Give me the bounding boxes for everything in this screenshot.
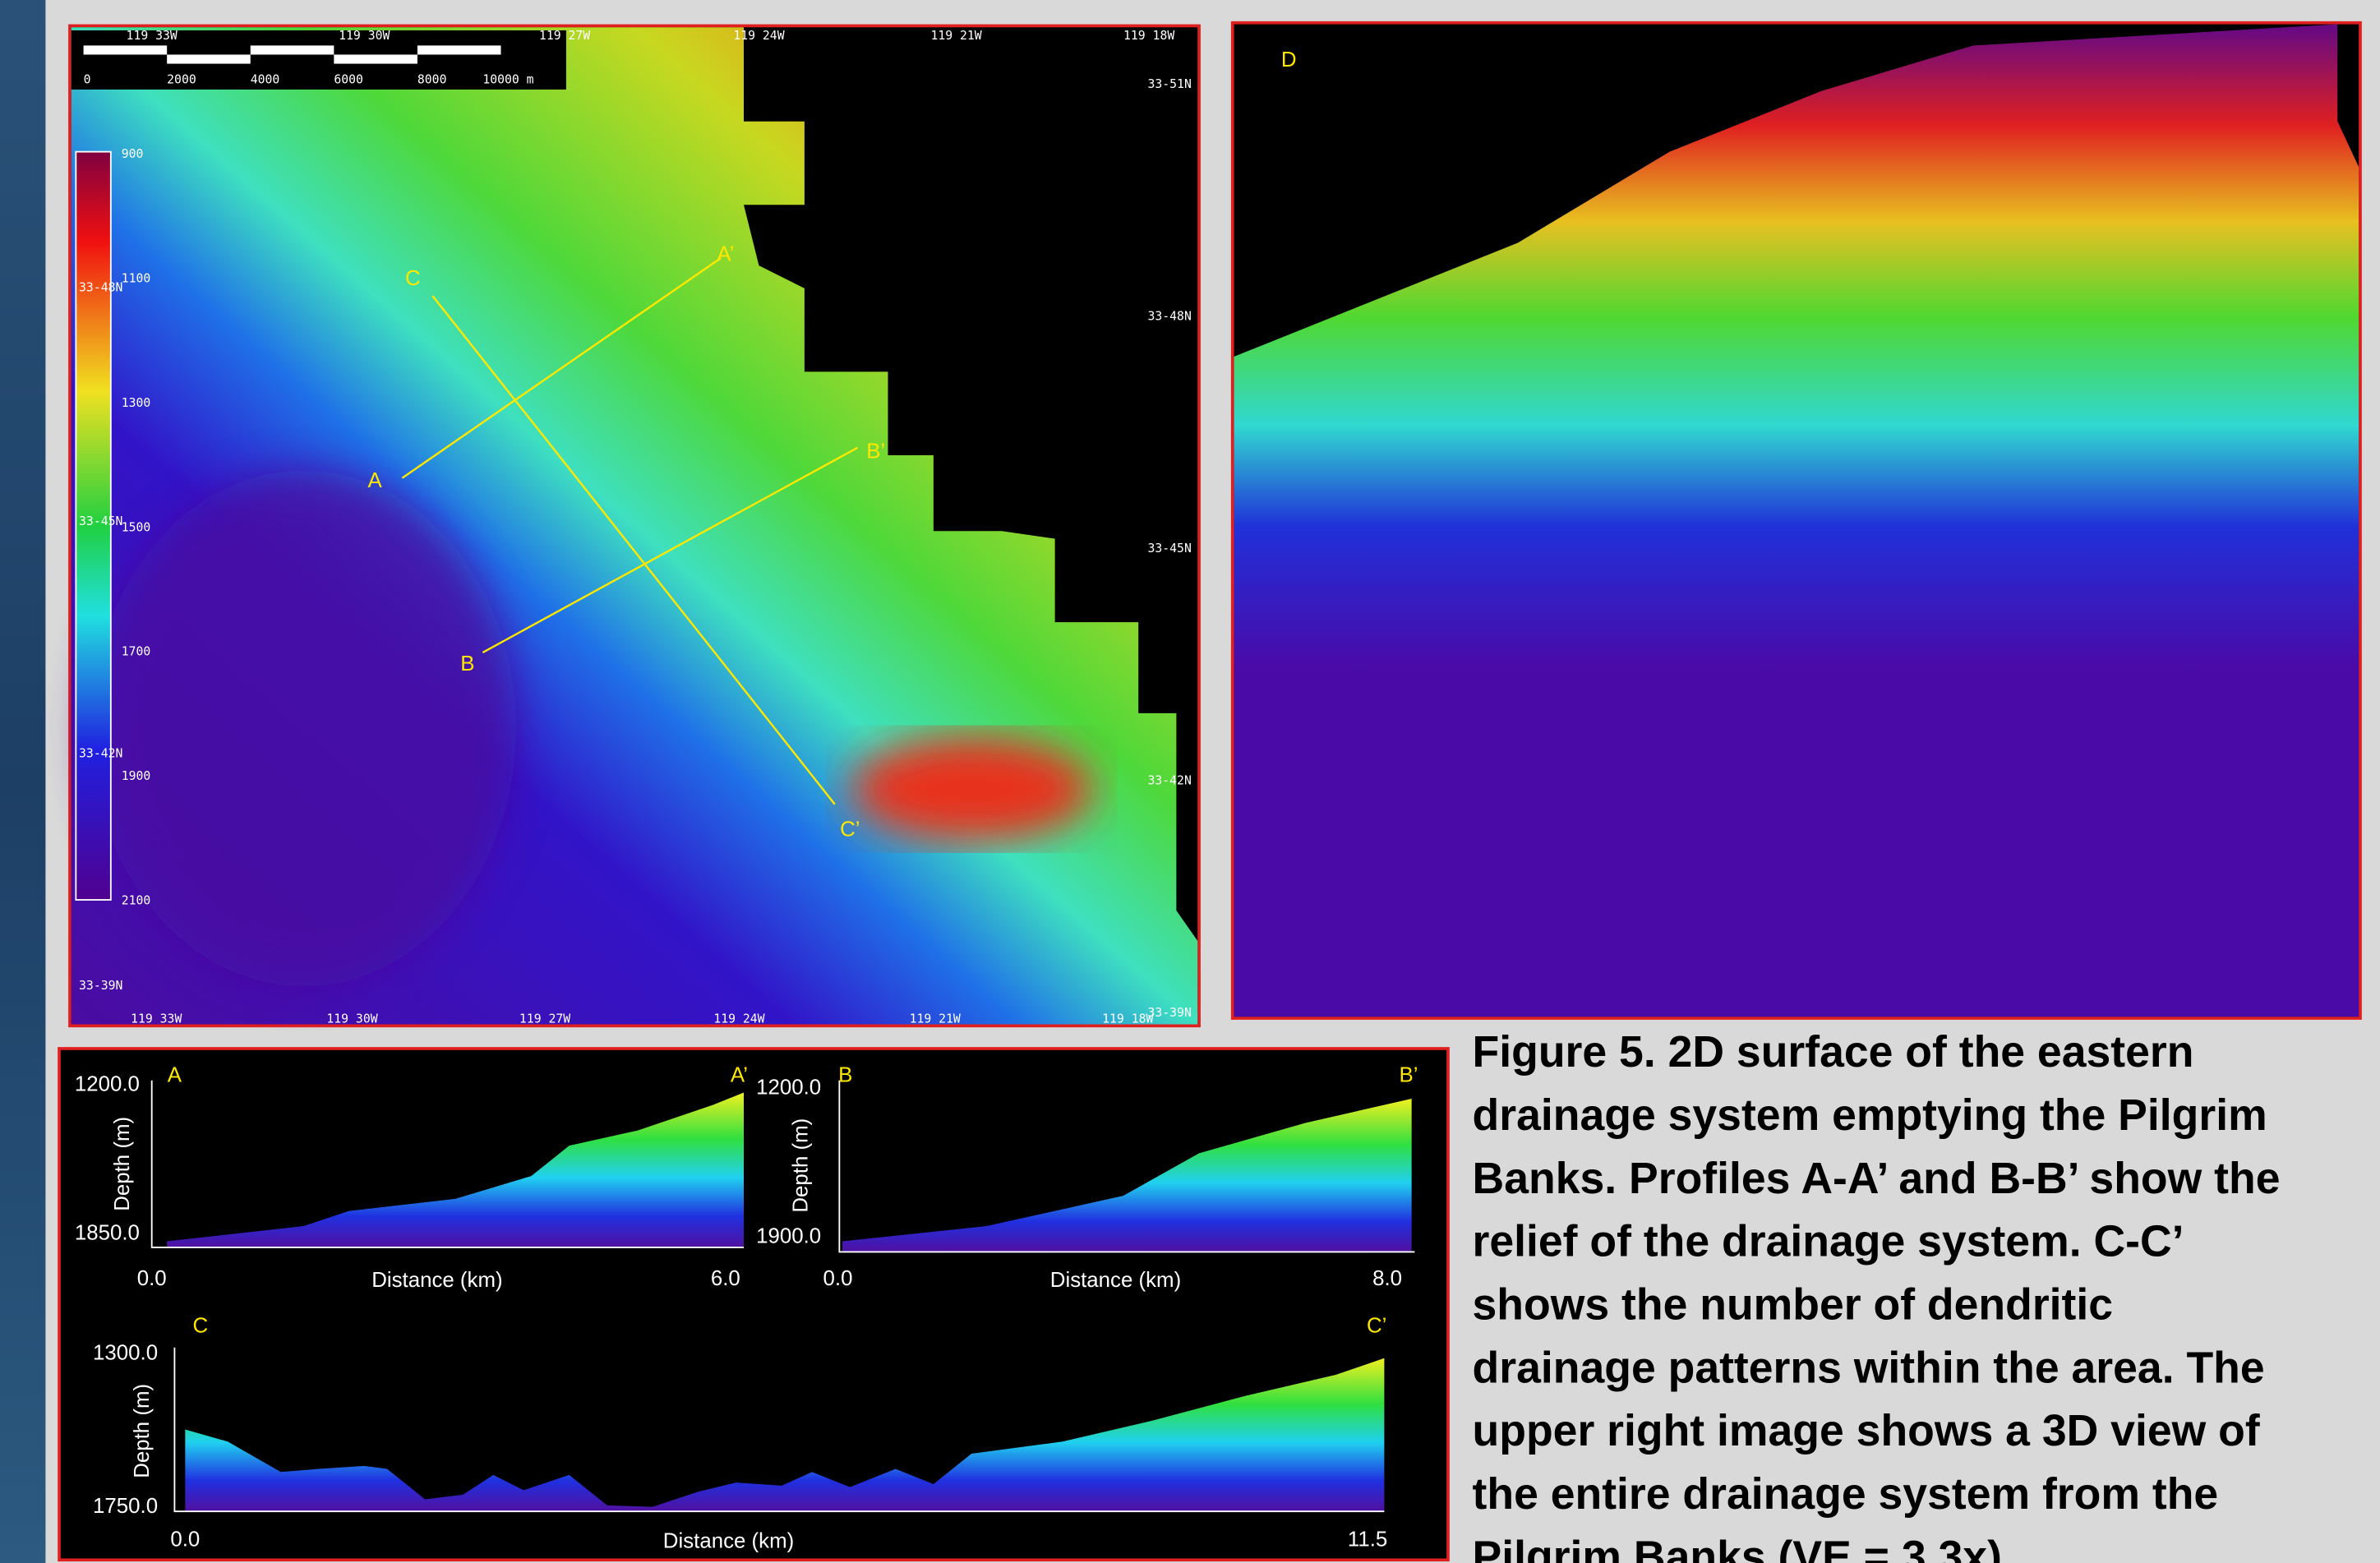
scale-label: 0	[84, 73, 91, 87]
profile-end: A’	[731, 1064, 748, 1087]
caption-line: drainage patterns within the area. The	[1473, 1344, 2265, 1392]
scale-label: 10000 m	[482, 73, 533, 87]
lon-label: 119 27W	[539, 29, 590, 43]
lat-label: 33-42N	[79, 746, 122, 760]
lat-label: 33-45N	[1147, 542, 1191, 556]
x-end-label: 11.5	[1348, 1528, 1387, 1551]
lat-label: 33-45N	[79, 514, 122, 528]
body: D 0 2000 4000 6000 8000 10000 m 900 1100 1300 150…	[0, 0, 2380, 1563]
lon-label: 119 30W	[339, 29, 390, 43]
color-bar-label: 2100	[122, 894, 151, 908]
x-start-label: 0.0	[170, 1528, 200, 1551]
profile-start: A	[168, 1064, 182, 1087]
x-axis-title: Distance (km)	[371, 1269, 502, 1292]
lon-label: 119 33W	[127, 29, 178, 43]
profile-start: C	[192, 1314, 208, 1337]
lon-label: 119 30W	[326, 1012, 377, 1026]
caption-line: Banks. Profiles A-A’ and B-B’ show the	[1473, 1155, 2281, 1203]
lat-label: 33-48N	[1147, 310, 1191, 324]
figure: D 0 2000 4000 6000 8000 10000 m 900 1100 1300 150…	[0, 0, 2380, 1563]
side-band	[0, 0, 45, 1563]
lon-label: 119 18W	[1123, 29, 1174, 43]
scale-label: 2000	[167, 73, 196, 87]
color-bar-label: 1900	[122, 769, 151, 783]
profile-end: C’	[840, 818, 860, 841]
lon-label: 119 21W	[930, 29, 981, 43]
y-top-label: 1200.0	[75, 1073, 140, 1096]
color-bar-label: 1500	[122, 520, 151, 534]
scale-label: 4000	[251, 73, 280, 87]
color-bar-label: 1700	[122, 645, 151, 659]
profile-end: A’	[717, 243, 734, 266]
lon-label: 119 24W	[713, 1012, 764, 1026]
y-axis-title: Depth (m)	[790, 1118, 813, 1213]
lon-label: 119 24W	[733, 29, 784, 43]
color-bar-label: 1300	[122, 396, 151, 410]
caption-line: Pilgrim Banks (VE = 3.3x).	[1473, 1533, 2014, 1563]
view-label: D	[1281, 48, 1297, 71]
lat-label: 33-42N	[1147, 774, 1191, 788]
caption-line: shows the number of dendritic	[1473, 1280, 2114, 1329]
profile-end: B’	[1399, 1064, 1418, 1087]
profile-end: C’	[1367, 1314, 1386, 1337]
x-axis-title: Distance (km)	[663, 1530, 794, 1553]
lon-label: 119 27W	[519, 1012, 570, 1026]
color-bar-label: 1100	[122, 271, 151, 285]
profile-start: B	[460, 652, 474, 675]
scale-label: 8000	[417, 73, 447, 87]
x-start-label: 0.0	[823, 1267, 853, 1290]
x-end-label: 8.0	[1372, 1267, 1402, 1290]
caption-line: Figure 5. 2D surface of the eastern	[1473, 1028, 2194, 1077]
view-3d: D	[1233, 23, 2360, 1018]
profile-start: A	[368, 469, 383, 492]
y-axis-title: Depth (m)	[111, 1117, 134, 1211]
lon-label: 119 18W	[1102, 1012, 1153, 1026]
caption-line: upper right image shows a 3D view of	[1473, 1407, 2260, 1455]
lat-label: 33-51N	[1147, 77, 1191, 91]
caption-line: relief of the drainage system. C-C’	[1473, 1218, 2184, 1266]
x-axis-title: Distance (km)	[1050, 1269, 1181, 1292]
lon-label: 119 21W	[910, 1012, 961, 1026]
caption-line: the entire drainage system from the	[1473, 1470, 2219, 1519]
bank-high	[850, 736, 1093, 842]
y-bottom-label: 1850.0	[75, 1222, 140, 1245]
scale-label: 6000	[334, 73, 363, 87]
lon-label: 119 33W	[131, 1012, 182, 1026]
caption-line: drainage system emptying the Pilgrim	[1473, 1091, 2267, 1140]
lat-label: 33-39N	[1147, 1006, 1191, 1020]
lat-label: 33-39N	[79, 979, 122, 993]
page: Figure 5 {"map": { "scale_bar": ["0", "2…	[0, 0, 2380, 1563]
x-end-label: 6.0	[711, 1267, 740, 1290]
map-panel	[70, 25, 1199, 1026]
y-bottom-label: 1750.0	[93, 1495, 158, 1518]
x-start-label: 0.0	[137, 1267, 167, 1290]
color-bar-label: 900	[122, 147, 144, 161]
y-top-label: 1200.0	[756, 1076, 821, 1099]
y-bottom-label: 1900.0	[756, 1224, 821, 1247]
profile-end: B’	[866, 440, 885, 463]
y-axis-title: Depth (m)	[131, 1384, 154, 1478]
basin	[91, 470, 516, 986]
lat-label: 33-48N	[79, 281, 122, 295]
profile-start: B	[838, 1064, 852, 1087]
y-top-label: 1300.0	[93, 1342, 158, 1365]
profiles-panel	[59, 1049, 1448, 1560]
profile-start: C	[405, 267, 421, 290]
